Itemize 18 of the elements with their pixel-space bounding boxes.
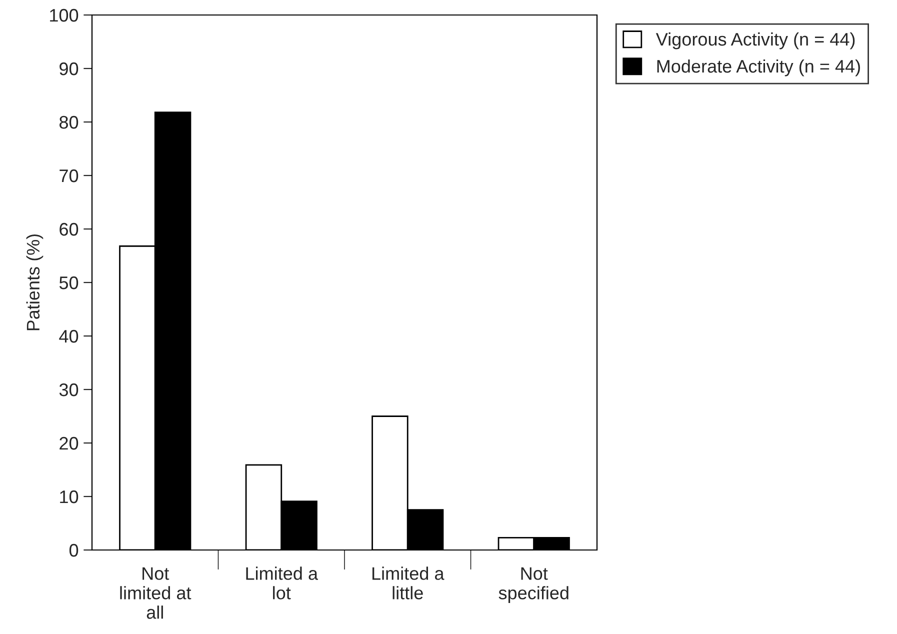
y-tick-label: 100 bbox=[50, 8, 78, 22]
x-tick-label: Not specified bbox=[498, 567, 568, 603]
y-axis-title: Patients (%) bbox=[26, 234, 44, 330]
y-tick-label: 70 bbox=[60, 169, 78, 182]
y-tick-label: 80 bbox=[60, 116, 78, 129]
y-tick-label: 30 bbox=[59, 383, 78, 396]
y-tick-label: 90 bbox=[60, 62, 78, 76]
y-tick-label: 0 bbox=[69, 544, 78, 557]
legend-label: Vigorous Activity (n = 44) bbox=[656, 32, 855, 50]
y-tick-label: 10 bbox=[60, 490, 78, 504]
x-tick-label: Not limited at all bbox=[120, 567, 192, 619]
y-tick-label: 50 bbox=[59, 276, 78, 290]
x-tick-label: Limited a little bbox=[372, 566, 444, 600]
y-tick-label: 20 bbox=[60, 436, 78, 450]
x-tick-label: Limited a lot bbox=[246, 566, 318, 600]
y-tick-label: 60 bbox=[60, 222, 78, 236]
legend-label: Moderate Activity (n = 44) bbox=[657, 59, 860, 76]
y-tick-label: 40 bbox=[59, 330, 78, 343]
